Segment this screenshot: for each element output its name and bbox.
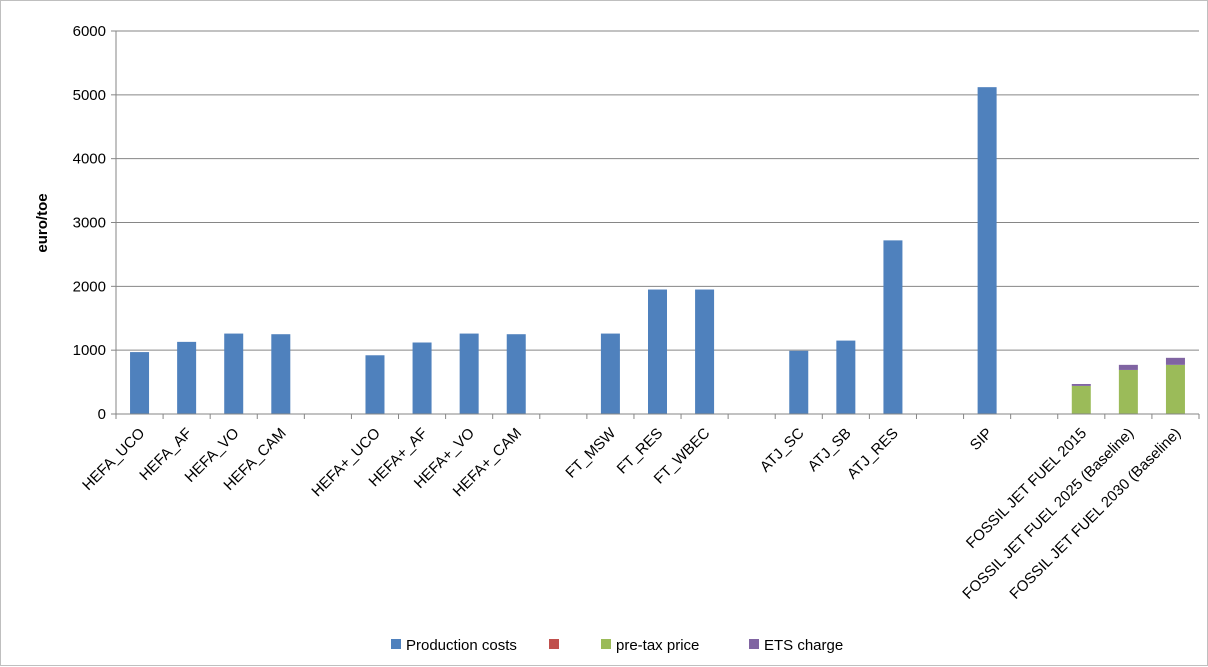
x-tick-label: SIP xyxy=(967,425,996,454)
bar-production-costs xyxy=(506,334,526,414)
bar-production-costs xyxy=(224,333,244,414)
legend-swatch xyxy=(549,639,559,649)
bar-production-costs xyxy=(271,334,291,414)
y-tick-label: 1000 xyxy=(73,342,106,359)
bar-pre-tax-price xyxy=(1165,364,1185,414)
bars xyxy=(130,87,1185,414)
bar-production-costs xyxy=(130,352,150,414)
bar-production-costs xyxy=(883,240,903,414)
bar-production-costs xyxy=(459,333,479,414)
legend-label: Production costs xyxy=(406,637,517,654)
y-tick-labels: 0 1000 2000 3000 4000 5000 6000 xyxy=(73,23,106,423)
bar-production-costs xyxy=(412,342,432,414)
bar-pre-tax-price xyxy=(1118,369,1138,414)
bar-ets-charge xyxy=(1118,364,1138,370)
axes xyxy=(115,31,1199,415)
bar-production-costs xyxy=(365,355,385,414)
x-tick-label: FOSSIL JET FUEL 2025 (Baseline) xyxy=(959,425,1137,603)
y-tick-label: 3000 xyxy=(73,215,106,232)
x-tick-label: ATJ_SC xyxy=(757,425,808,476)
legend-swatch xyxy=(601,639,611,649)
y-axis-title: euro/toe xyxy=(34,193,51,252)
legend-swatch xyxy=(749,639,759,649)
legend-label: pre-tax price xyxy=(616,637,699,654)
legend-swatch xyxy=(391,639,401,649)
y-tick-label: 5000 xyxy=(73,87,106,104)
bar-pre-tax-price xyxy=(1071,385,1091,414)
x-tick-label: HEFA+_UCO xyxy=(308,425,383,500)
bar-production-costs xyxy=(977,87,997,414)
x-tick-label: HEFA_UCO xyxy=(79,425,148,494)
gridlines xyxy=(111,30,1200,419)
bar-ets-charge xyxy=(1165,357,1185,365)
x-tick-label: FOSSIL JET FUEL 2030 (Baseline) xyxy=(1006,425,1184,603)
legend-label: ETS charge xyxy=(764,637,843,654)
bar-production-costs xyxy=(648,289,667,414)
bar-production-costs xyxy=(789,350,809,414)
y-tick-label: 0 xyxy=(98,406,106,423)
bar-production-costs xyxy=(695,289,715,414)
bar-production-costs xyxy=(177,341,197,414)
x-tick-label: ATJ_RES xyxy=(844,425,902,483)
x-tick-label: FT_MSW xyxy=(562,424,619,481)
bar-production-costs xyxy=(600,333,620,414)
y-tick-label: 2000 xyxy=(73,278,106,295)
y-tick-label: 4000 xyxy=(73,151,106,168)
bar-ets-charge xyxy=(1071,383,1091,386)
bar-production-costs xyxy=(836,340,856,414)
y-tick-label: 6000 xyxy=(73,23,106,40)
legend: Production costs pre-tax price ETS charge xyxy=(391,637,843,654)
